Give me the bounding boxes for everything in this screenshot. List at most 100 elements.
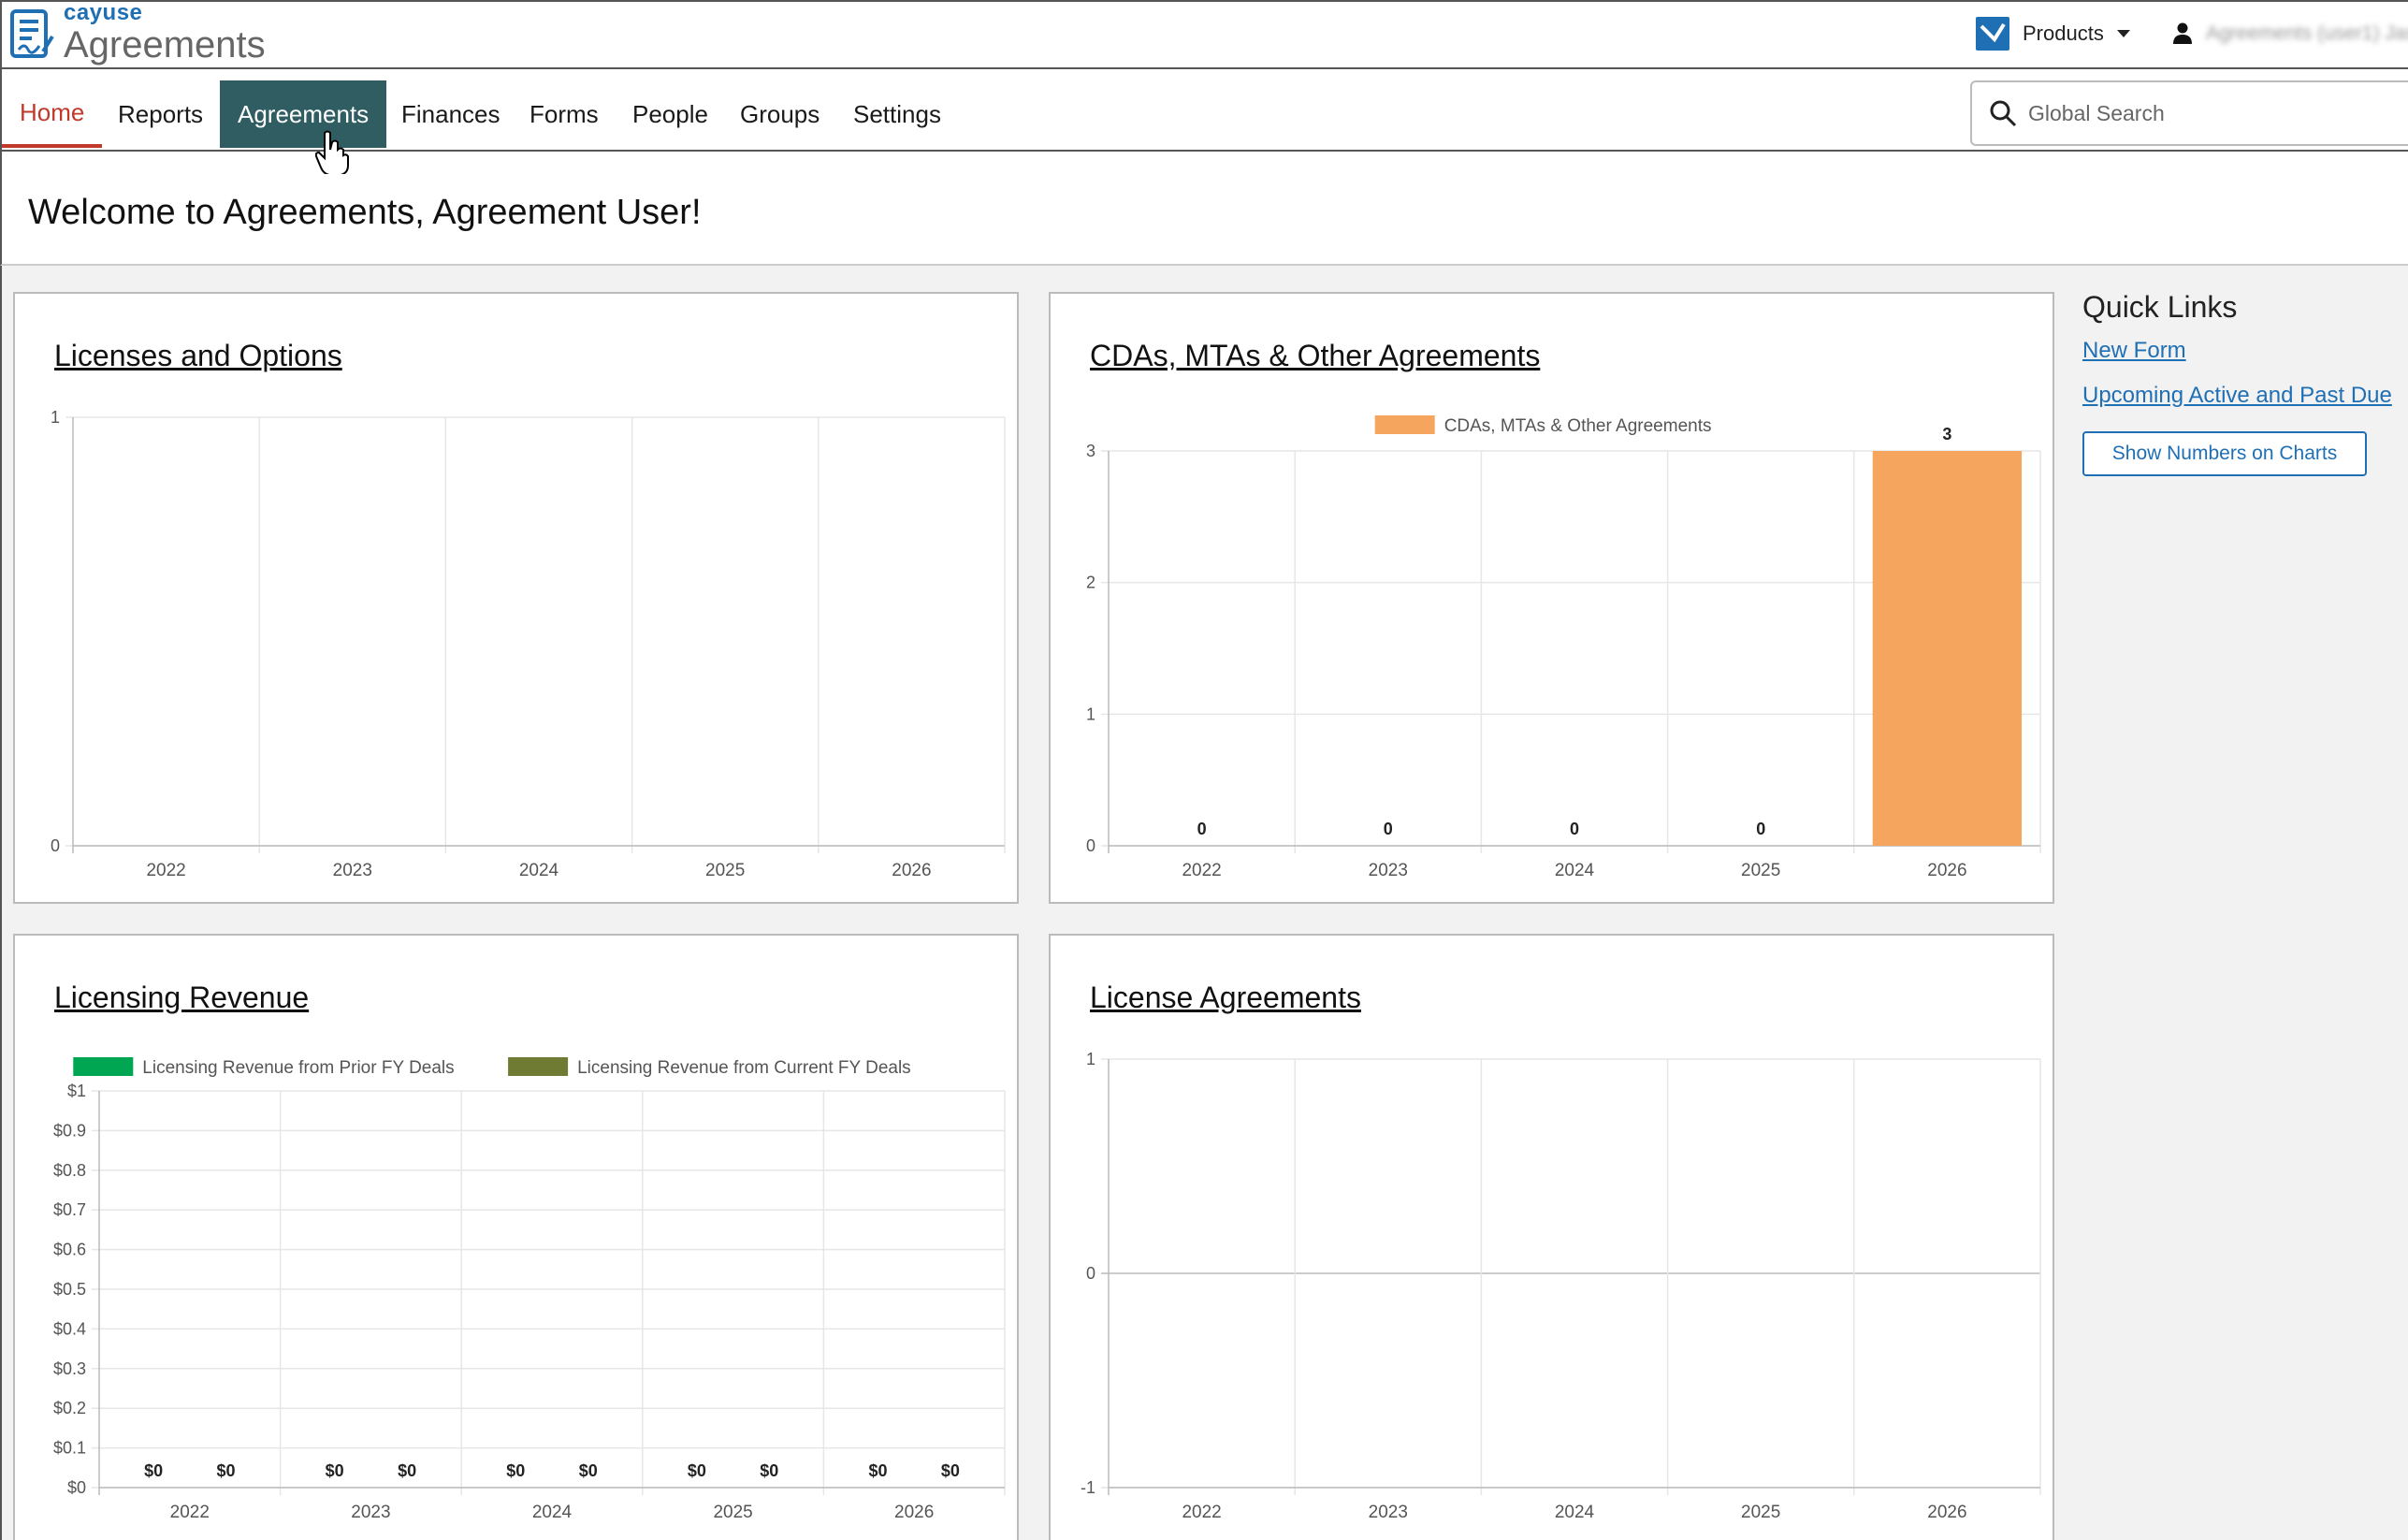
- y-tick-label: $0.2: [53, 1399, 86, 1417]
- chart-card-cdas: CDAs, MTAs & Other Agreements 0 1 2 3 2022 20…: [1049, 292, 2054, 904]
- chart-licenses-options: 0 1 2022 2023 2024 2025 2026: [51, 408, 1006, 880]
- x-tick-label: 2024: [1555, 861, 1595, 880]
- caret-down-icon: [2116, 30, 2130, 37]
- products-label: Products: [2023, 22, 2104, 45]
- y-tick-label: $0.8: [53, 1161, 86, 1180]
- search-input[interactable]: [2028, 100, 2384, 126]
- y-tick-label: 1: [1086, 1050, 1095, 1068]
- chart-title[interactable]: CDAs, MTAs & Other Agreements: [1090, 339, 1541, 372]
- data-label: $0: [868, 1461, 887, 1480]
- y-tick-label: $0.5: [53, 1280, 86, 1299]
- chart-title[interactable]: Licensing Revenue: [54, 981, 310, 1014]
- products-menu[interactable]: Products: [1976, 15, 2130, 52]
- data-label: 0: [1570, 820, 1579, 838]
- x-tick-label: 2026: [894, 1503, 934, 1522]
- y-tick-label: 1: [51, 408, 60, 427]
- y-tick-label: $0.6: [53, 1241, 86, 1259]
- quick-links: Quick Links New Form Upcoming Active and…: [2082, 290, 2408, 476]
- y-tick-label: 1: [1086, 705, 1095, 723]
- x-tick-label: 2023: [351, 1503, 390, 1522]
- x-tick-label: 2023: [1369, 861, 1408, 880]
- main-nav: Home Reports Agreements Finances Forms P…: [0, 69, 2408, 152]
- legend-label: Licensing Revenue from Current FY Deals: [577, 1058, 911, 1078]
- y-tick-label: $0.3: [53, 1359, 86, 1378]
- y-tick-label: 0: [51, 836, 60, 855]
- upcoming-active-link[interactable]: Upcoming Active and Past Due: [2082, 383, 2392, 408]
- welcome-banner: Welcome to Agreements, Agreement User!: [0, 152, 2408, 266]
- nav-people[interactable]: People: [632, 99, 708, 128]
- y-tick-label: $0.4: [53, 1319, 86, 1338]
- data-label: $0: [144, 1461, 163, 1480]
- y-tick-label: $0.9: [53, 1121, 86, 1140]
- x-tick-label: 2025: [1741, 1503, 1780, 1522]
- document-icon: [10, 9, 54, 58]
- y-tick-label: $0.1: [53, 1439, 86, 1458]
- brand-name-big: Agreements: [64, 24, 266, 65]
- y-tick-label: 0: [1086, 836, 1095, 855]
- nav-reports[interactable]: Reports: [118, 99, 204, 128]
- x-tick-label: 2023: [1369, 1503, 1408, 1522]
- user-name: Agreements (user1) Jas: [2206, 22, 2408, 44]
- data-label: $0: [506, 1461, 525, 1480]
- nav-agreements[interactable]: Agreements: [220, 80, 387, 148]
- nav-finances[interactable]: Finances: [401, 99, 500, 128]
- nav-forms[interactable]: Forms: [529, 99, 599, 128]
- x-tick-label: 2026: [1927, 861, 1966, 880]
- user-menu[interactable]: Agreements (user1) Jas: [2172, 15, 2408, 52]
- top-bar: cayuse Agreements Products Agreements (u…: [0, 0, 2408, 69]
- data-label: $0: [941, 1461, 960, 1480]
- legend-swatch: [1374, 415, 1435, 434]
- data-label: $0: [217, 1461, 236, 1480]
- hand-cursor-icon: [315, 130, 349, 174]
- data-label: $0: [760, 1461, 778, 1480]
- chart-title[interactable]: Licenses and Options: [54, 339, 342, 372]
- y-tick-label: $0.7: [53, 1200, 86, 1219]
- x-tick-label: 2024: [532, 1503, 573, 1522]
- x-tick-label: 2023: [333, 861, 372, 880]
- brand-logo[interactable]: cayuse Agreements: [9, 0, 266, 65]
- y-tick-label: -1: [1081, 1478, 1095, 1497]
- data-label: 0: [1384, 820, 1393, 838]
- x-tick-label: 2022: [146, 861, 185, 880]
- x-tick-label: 2026: [1927, 1503, 1966, 1522]
- x-tick-label: 2022: [170, 1503, 210, 1522]
- show-numbers-button[interactable]: Show Numbers on Charts: [2082, 431, 2367, 476]
- y-tick-label: 3: [1086, 442, 1095, 460]
- y-tick-label: 2: [1086, 574, 1095, 592]
- y-tick-label: $0: [67, 1478, 86, 1497]
- x-tick-label: 2025: [1741, 861, 1780, 880]
- new-form-link[interactable]: New Form: [2082, 338, 2186, 363]
- page-title: Welcome to Agreements, Agreement User!: [28, 193, 702, 232]
- search-icon: [1990, 100, 2017, 127]
- y-tick-label: $1: [67, 1082, 86, 1100]
- chart-title[interactable]: License Agreements: [1090, 981, 1361, 1014]
- data-label: 0: [1756, 820, 1765, 838]
- nav-groups[interactable]: Groups: [740, 99, 820, 128]
- legend-swatch: [508, 1057, 569, 1076]
- chart-licensing-revenue: $0 $0.1 $0.2 $0.3 $0.4 $0.5 $0.6 $0.7 $0.8 $0.9 $1…: [53, 1057, 1006, 1522]
- x-tick-label: 2025: [713, 1503, 752, 1522]
- data-label: 0: [1197, 820, 1207, 838]
- bar: [1872, 451, 2023, 846]
- quick-links-title: Quick Links: [2082, 290, 2238, 324]
- x-tick-label: 2024: [519, 861, 559, 880]
- x-tick-label: 2024: [1555, 1503, 1595, 1522]
- data-label: $0: [326, 1461, 344, 1480]
- products-logo-icon: [1976, 17, 2009, 51]
- chart-cdas-mtas: 0 1 2 3 2022 2023 2024 2025 2026 CDAs, MTAs & Oth…: [1086, 415, 2041, 880]
- legend-swatch: [73, 1057, 134, 1076]
- chart-card-licenses: Licenses and Options 0 1 2022 2023 2024 2025 2…: [13, 292, 1019, 904]
- nav-settings[interactable]: Settings: [853, 99, 941, 128]
- brand-name-small: cayuse: [64, 0, 143, 25]
- global-search[interactable]: [1970, 80, 2408, 146]
- x-tick-label: 2022: [1182, 861, 1221, 880]
- data-label: 3: [1942, 425, 1951, 443]
- y-tick-label: 0: [1086, 1264, 1095, 1283]
- legend-label: CDAs, MTAs & Other Agreements: [1444, 416, 1712, 436]
- nav-home[interactable]: Home: [2, 80, 103, 148]
- data-label: $0: [688, 1461, 706, 1480]
- data-label: $0: [398, 1461, 416, 1480]
- chart-card-license-agreements: License Agreements -1 0 1 2022 2023 2024 2025 2…: [1049, 934, 2054, 1540]
- x-tick-label: 2025: [705, 861, 745, 880]
- data-label: $0: [579, 1461, 598, 1480]
